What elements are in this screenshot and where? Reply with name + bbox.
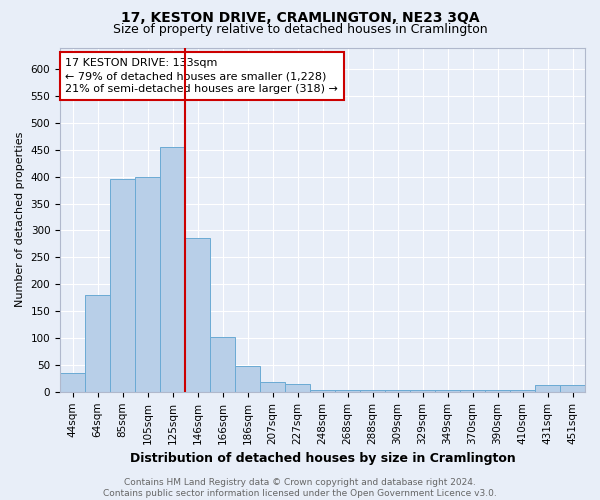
X-axis label: Distribution of detached houses by size in Cramlington: Distribution of detached houses by size … <box>130 452 515 465</box>
Bar <box>135 176 160 392</box>
Y-axis label: Number of detached properties: Number of detached properties <box>15 132 25 308</box>
Text: Contains HM Land Registry data © Crown copyright and database right 2024.
Contai: Contains HM Land Registry data © Crown c… <box>103 478 497 498</box>
Bar <box>60 373 85 392</box>
Bar <box>435 390 460 392</box>
Bar <box>535 385 560 392</box>
Bar <box>285 384 310 392</box>
Bar <box>85 295 110 392</box>
Bar <box>110 180 135 392</box>
Bar <box>185 238 210 392</box>
Bar <box>160 147 185 392</box>
Bar <box>510 390 535 392</box>
Bar <box>235 366 260 392</box>
Bar <box>310 390 335 392</box>
Bar <box>335 390 360 392</box>
Bar <box>560 386 585 392</box>
Text: Size of property relative to detached houses in Cramlington: Size of property relative to detached ho… <box>113 22 487 36</box>
Bar <box>460 390 485 392</box>
Bar <box>360 390 385 392</box>
Bar <box>485 390 510 392</box>
Bar <box>260 382 285 392</box>
Bar <box>385 390 410 392</box>
Bar <box>410 390 435 392</box>
Text: 17 KESTON DRIVE: 133sqm
← 79% of detached houses are smaller (1,228)
21% of semi: 17 KESTON DRIVE: 133sqm ← 79% of detache… <box>65 58 338 94</box>
Bar <box>210 337 235 392</box>
Text: 17, KESTON DRIVE, CRAMLINGTON, NE23 3QA: 17, KESTON DRIVE, CRAMLINGTON, NE23 3QA <box>121 11 479 25</box>
